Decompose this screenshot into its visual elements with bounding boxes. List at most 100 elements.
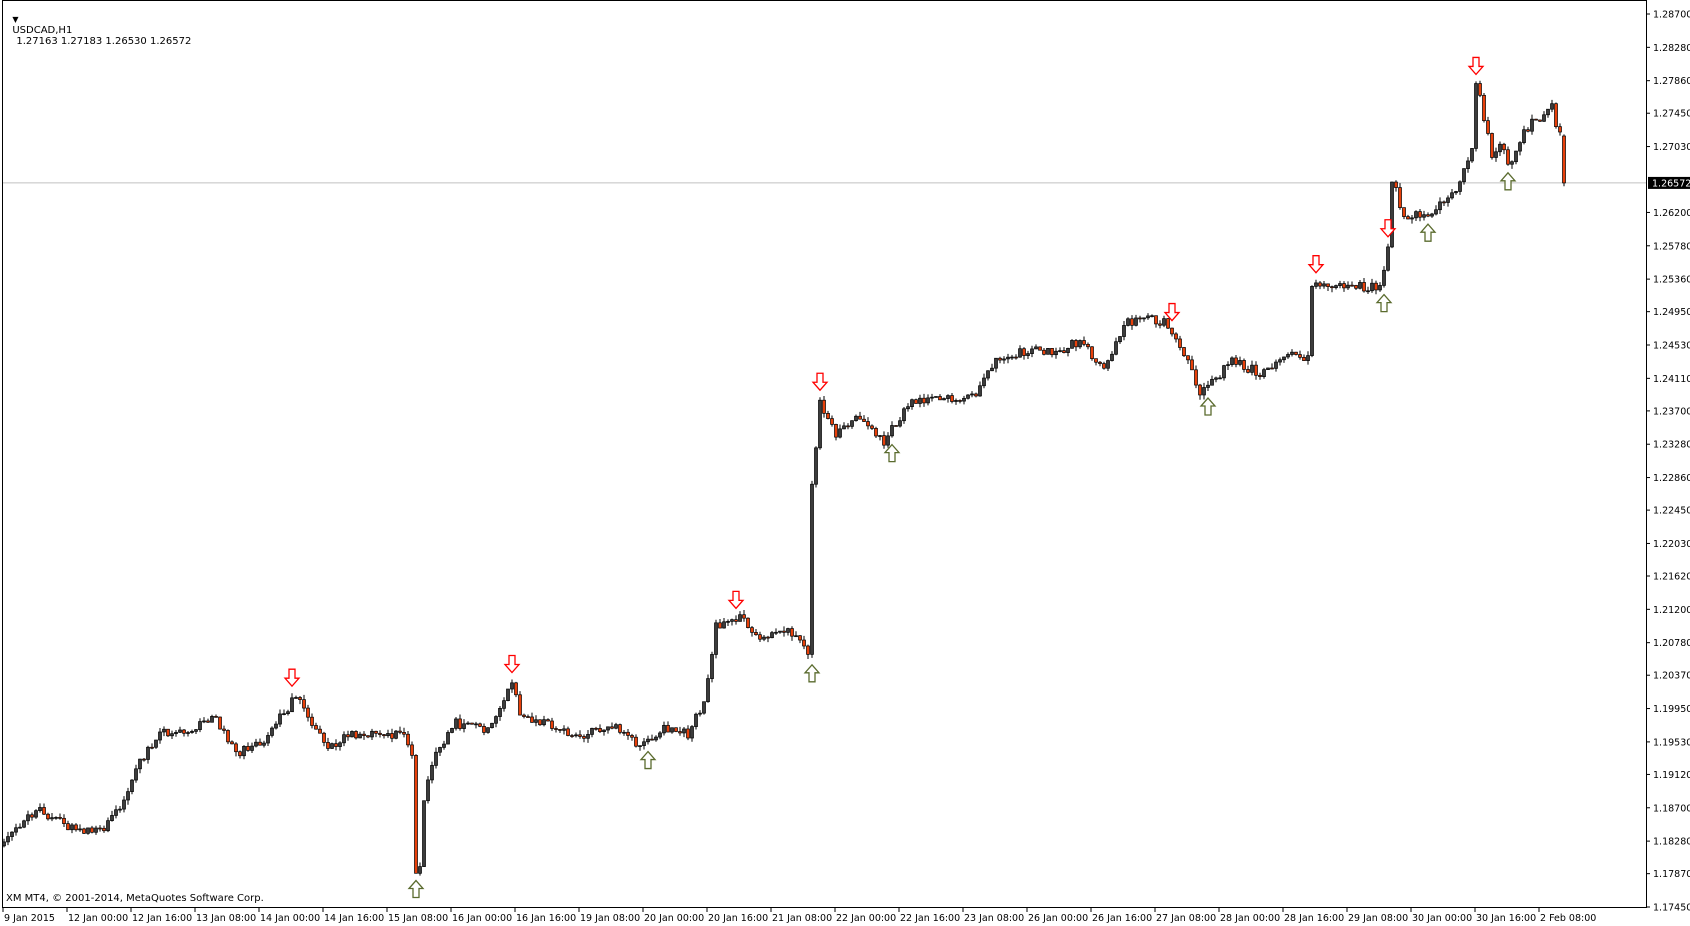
- candle: [322, 731, 326, 747]
- ohlc-readout: 1.27163 1.27183 1.26530 1.26572: [16, 36, 192, 47]
- candle: [1002, 356, 1006, 364]
- bear-candle-body: [1154, 315, 1158, 325]
- bear-candle-body: [62, 817, 66, 824]
- bull-candle-body: [1218, 377, 1222, 380]
- bear-candle-body: [318, 728, 322, 734]
- bull-candle-body: [434, 751, 438, 766]
- candle: [1558, 123, 1562, 136]
- candle: [330, 742, 334, 750]
- bear-candle-body: [1538, 119, 1542, 122]
- bear-candle-body: [334, 743, 338, 747]
- bull-candle-body: [194, 729, 198, 732]
- candle: [178, 726, 182, 733]
- bull-candle-body: [210, 716, 214, 723]
- bear-candle-body: [882, 435, 886, 446]
- candle: [550, 717, 554, 731]
- chart-header: ▼ USDCAD,H1 1.27163 1.27183 1.26530 1.26…: [6, 3, 191, 47]
- candle: [1338, 280, 1342, 289]
- candle: [98, 825, 102, 832]
- triangle-down-icon[interactable]: ▼: [12, 15, 19, 24]
- candle: [46, 812, 50, 821]
- candle: [1402, 207, 1406, 220]
- buy-arrow-icon: [639, 750, 657, 770]
- bull-candle-body: [1146, 315, 1150, 319]
- candle: [534, 715, 538, 727]
- candle: [366, 735, 370, 739]
- candle: [1110, 351, 1114, 362]
- candle: [218, 716, 222, 730]
- bear-candle-body: [538, 719, 542, 726]
- bull-candle-body: [290, 697, 294, 713]
- candle: [1190, 355, 1194, 371]
- candle: [1550, 99, 1554, 113]
- candle: [1210, 375, 1214, 386]
- candle: [1486, 116, 1490, 136]
- bear-candle-body: [798, 635, 802, 641]
- bull-candle-body: [1446, 197, 1450, 203]
- candle: [26, 810, 30, 825]
- bull-candle-body: [422, 800, 426, 867]
- candle: [370, 728, 374, 740]
- candle: [1102, 361, 1106, 370]
- candle: [1498, 141, 1502, 157]
- bear-candle-body: [1098, 361, 1102, 364]
- y-tick-label: 1.19530: [1653, 737, 1690, 748]
- bull-candle-body: [450, 728, 454, 733]
- bull-candle-body: [486, 727, 490, 733]
- candle: [1106, 359, 1110, 372]
- candle: [1502, 142, 1506, 155]
- bull-candle-body: [982, 377, 986, 387]
- bull-candle-body: [994, 357, 998, 369]
- bear-candle-body: [1094, 358, 1098, 363]
- buy-arrow-icon: [1419, 223, 1437, 242]
- bull-candle-body: [614, 724, 618, 729]
- candle: [138, 758, 142, 774]
- bear-candle-body: [674, 727, 678, 732]
- candle: [462, 719, 466, 733]
- bull-candle-body: [934, 396, 938, 398]
- bear-candle-body: [806, 645, 810, 655]
- candle: [934, 396, 938, 398]
- candle: [1422, 210, 1426, 221]
- bull-candle-body: [510, 682, 514, 690]
- bear-candle-body: [1326, 283, 1330, 287]
- bull-candle-body: [770, 632, 774, 639]
- bear-candle-body: [1182, 347, 1186, 357]
- bull-candle-body: [370, 730, 374, 738]
- candle: [1014, 354, 1018, 360]
- bull-candle-body: [1474, 83, 1478, 149]
- bear-candle-body: [1082, 340, 1086, 345]
- candle: [186, 730, 190, 737]
- candle: [1506, 146, 1510, 166]
- bull-candle-body: [146, 746, 150, 760]
- bull-candle-body: [442, 743, 446, 748]
- bear-candle-body: [1294, 351, 1298, 355]
- bear-candle-body: [1478, 83, 1482, 96]
- candle: [1158, 320, 1162, 329]
- candle: [1334, 284, 1338, 290]
- candle: [574, 732, 578, 738]
- bear-candle-body: [458, 718, 462, 729]
- bull-candle-body: [978, 385, 982, 397]
- candle: [1554, 102, 1558, 129]
- candle: [1494, 147, 1498, 162]
- candle: [502, 697, 506, 712]
- bull-candle-body: [670, 727, 674, 733]
- candle: [706, 674, 710, 703]
- candle: [466, 721, 470, 725]
- bull-candle-body: [118, 808, 122, 811]
- candle: [734, 615, 738, 625]
- candle: [738, 611, 742, 622]
- bull-candle-body: [714, 622, 718, 655]
- candle: [1438, 197, 1442, 215]
- bear-candle-body: [1398, 187, 1402, 208]
- candle: [1026, 350, 1030, 359]
- bull-candle-body: [1214, 377, 1218, 380]
- y-tick-label: 1.22860: [1653, 473, 1690, 484]
- bull-candle-body: [250, 745, 254, 751]
- x-tick-label: 26 Jan 16:00: [1092, 913, 1152, 924]
- candle: [414, 754, 418, 874]
- candle: [222, 725, 226, 734]
- bull-candle-body: [1238, 360, 1242, 365]
